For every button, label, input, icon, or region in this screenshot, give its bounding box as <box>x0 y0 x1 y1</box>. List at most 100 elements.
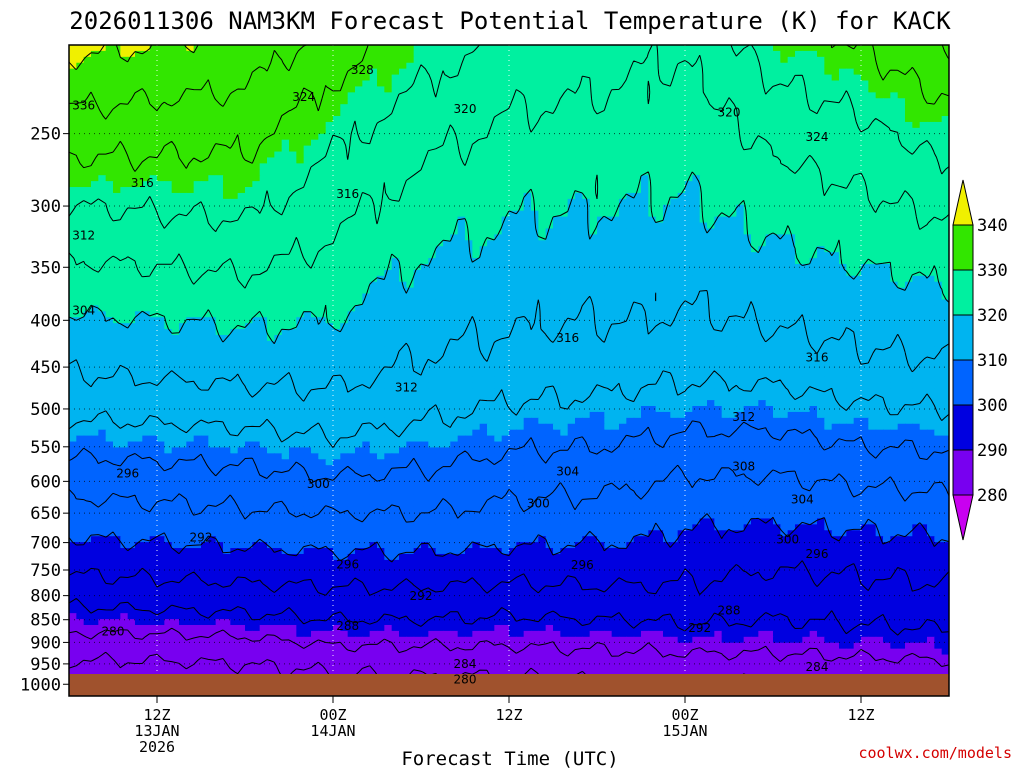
contour-fill-cell <box>281 287 290 295</box>
contour-fill-cell <box>619 163 627 170</box>
contour-fill-cell <box>479 181 488 188</box>
contour-fill-cell <box>421 163 429 170</box>
contour-fill-cell <box>839 145 847 153</box>
contour-fill-cell <box>509 50 517 58</box>
contour-fill-cell <box>186 281 195 289</box>
contour-fill-cell <box>553 216 561 224</box>
contour-fill-cell <box>325 133 334 141</box>
contour-fill-cell <box>230 163 239 170</box>
contour-fill-cell <box>369 175 378 182</box>
contour-fill-cell <box>435 246 444 253</box>
contour-fill-cell <box>927 50 935 58</box>
contour-fill-cell <box>237 86 246 93</box>
contour-fill-cell <box>142 80 151 88</box>
contour-fill-cell <box>553 74 561 82</box>
contour-fill-cell <box>751 192 759 200</box>
contour-fill-cell <box>69 275 77 283</box>
contour-fill-cell <box>333 281 341 289</box>
contour-fill-cell <box>846 263 855 271</box>
contour-fill-cell <box>868 157 877 164</box>
contour-fill-cell <box>76 275 85 283</box>
contour-fill-cell <box>303 116 312 123</box>
contour-fill-cell <box>802 110 811 117</box>
contour-fill-cell <box>846 139 855 147</box>
contour-fill-cell <box>472 210 481 218</box>
contour-fill-cell <box>685 169 693 176</box>
contour-fill-cell <box>406 198 415 206</box>
contour-fill-cell <box>707 198 715 206</box>
contour-fill-cell <box>802 204 811 212</box>
contour-fill-cell <box>487 275 495 283</box>
contour-fill-cell <box>76 169 85 176</box>
contour-fill-cell <box>831 56 840 64</box>
contour-fill-cell <box>751 204 759 212</box>
contour-fill-cell <box>457 163 466 170</box>
contour-fill-cell <box>773 92 781 99</box>
contour-fill-cell <box>765 157 774 164</box>
contour-fill-cell <box>670 210 679 218</box>
contour-fill-cell <box>758 50 767 58</box>
contour-fill-cell <box>604 98 613 105</box>
contour-fill-cell <box>846 163 855 170</box>
contour-fill-cell <box>699 210 708 218</box>
contour-fill-cell <box>289 275 297 283</box>
contour-fill-cell <box>465 68 473 76</box>
contour-fill-cell <box>267 210 275 218</box>
contour-fill-cell <box>494 45 503 52</box>
contour-fill-cell <box>545 56 554 64</box>
contour-fill-cell <box>318 246 327 253</box>
contour-fill-cell <box>215 240 224 247</box>
contour-fill-cell <box>69 116 77 123</box>
contour-fill-cell <box>340 175 349 182</box>
contour-fill-cell <box>663 210 671 218</box>
contour-fill-cell <box>626 62 635 70</box>
contour-fill-cell <box>230 62 239 70</box>
contour-fill-cell <box>729 50 737 58</box>
contour-fill-cell <box>164 222 173 230</box>
contour-fill-cell <box>421 204 429 212</box>
contour-fill-cell <box>413 127 422 135</box>
contour-fill-cell <box>553 50 561 58</box>
contour-fill-cell <box>545 127 554 135</box>
contour-fill-cell <box>325 275 334 283</box>
contour-fill-cell <box>743 275 752 283</box>
contour-fill-cell <box>223 234 231 241</box>
contour-fill-cell <box>186 127 195 135</box>
contour-fill-cell <box>743 139 752 147</box>
contour-fill-cell <box>575 110 583 117</box>
contour-fill-cell <box>648 127 657 135</box>
contour-fill-cell <box>83 145 92 153</box>
contour-fill-cell <box>538 68 547 76</box>
contour-fill-cell <box>69 163 77 170</box>
contour-fill-cell <box>839 240 847 247</box>
contour-fill-cell <box>927 98 935 105</box>
contour-fill-cell <box>934 228 943 235</box>
contour-fill-cell <box>105 275 114 283</box>
contour-fill-cell <box>941 228 949 235</box>
contour-fill-cell <box>890 50 899 58</box>
contour-fill-cell <box>655 252 664 259</box>
contour-fill-cell <box>215 204 224 212</box>
contour-fill-cell <box>259 252 268 259</box>
contour-fill-cell <box>113 246 121 253</box>
contour-fill-cell <box>670 98 679 105</box>
contour-fill-cell <box>934 50 943 58</box>
contour-fill-cell <box>69 151 77 159</box>
contour-fill-cell <box>861 222 869 230</box>
contour-fill-cell <box>113 175 121 182</box>
contour-fill-cell <box>237 181 246 188</box>
contour-fill-cell <box>413 192 422 200</box>
contour-fill-cell <box>560 181 569 188</box>
contour-fill-cell <box>758 45 767 52</box>
contour-fill-cell <box>883 92 891 99</box>
contour-fill-cell <box>670 62 679 70</box>
contour-fill-cell <box>817 45 825 52</box>
contour-fill-cell <box>839 246 847 253</box>
contour-fill-cell <box>846 175 855 182</box>
contour-fill-cell <box>890 157 899 164</box>
contour-fill-cell <box>472 287 481 295</box>
contour-fill-cell <box>413 62 422 70</box>
contour-fill-cell <box>223 50 231 58</box>
contour-fill-cell <box>399 228 407 235</box>
contour-fill-cell <box>113 92 121 99</box>
